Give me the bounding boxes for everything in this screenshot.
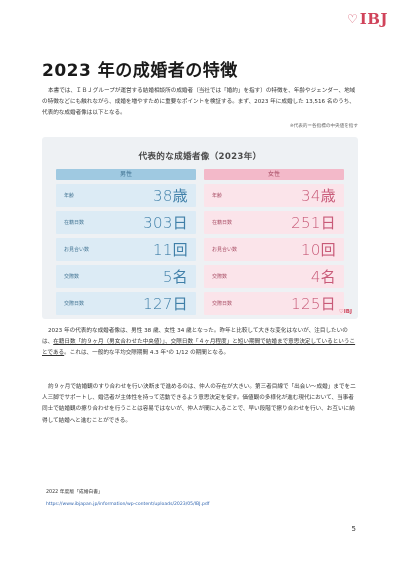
male-header: 男性 bbox=[56, 169, 196, 180]
row-value: 251日 bbox=[291, 214, 336, 232]
infographic-logo: ♡IBJ bbox=[338, 309, 352, 315]
row-label: 交際数 bbox=[64, 274, 80, 280]
row-value: 38歳 bbox=[153, 187, 188, 205]
analysis-paragraph: 2023 年の代表的な成婚者像は、男性 38 歳、女性 34 歳となった。昨年と… bbox=[42, 326, 358, 360]
analysis-text-2: 。これは、一般的な平均交際期間 4.3 年¹の 1/12 の期間となる。 bbox=[64, 350, 230, 357]
row-label: 交際日数 bbox=[64, 301, 85, 307]
male-row-age: 年齢 38歳 bbox=[56, 184, 196, 207]
row-label: 在籍日数 bbox=[212, 220, 233, 226]
heart-icon: ♡ bbox=[346, 12, 358, 26]
male-row-omiai-count: お見合い数 11回 bbox=[56, 238, 196, 261]
footnote-note: ※代表的＝各指標の中央値を指す bbox=[289, 124, 358, 129]
female-row-dating-days: 交際日数 125日 bbox=[204, 292, 344, 315]
analysis-text-1: 2023 年の代表的な成婚者像は、男性 38 歳、女性 34 歳となった。昨年と… bbox=[42, 328, 348, 346]
logo-text: IBJ bbox=[359, 10, 388, 28]
row-value: 11回 bbox=[153, 241, 188, 259]
source-citation: 2022 年度版「成婚白書」 bbox=[46, 490, 103, 495]
male-row-enrollment-days: 在籍日数 303日 bbox=[56, 211, 196, 234]
ibj-logo: ♡ IBJ bbox=[347, 10, 388, 28]
representative-profile-infographic: 代表的な成婚者像（2023年） 男性 年齢 38歳 在籍日数 303日 お見合い… bbox=[42, 137, 358, 319]
row-value: 125日 bbox=[291, 295, 336, 313]
infographic-title: 代表的な成婚者像（2023年） bbox=[138, 152, 262, 162]
page-number: 5 bbox=[351, 525, 356, 533]
row-label: 交際数 bbox=[212, 274, 228, 280]
row-label: 交際日数 bbox=[212, 301, 233, 307]
row-value: 127日 bbox=[143, 295, 188, 313]
female-header: 女性 bbox=[204, 169, 344, 180]
female-row-dating-count: 交際数 4名 bbox=[204, 265, 344, 288]
row-label: 在籍日数 bbox=[64, 220, 85, 226]
row-value: 5名 bbox=[162, 268, 188, 286]
row-label: お見合い数 bbox=[212, 247, 238, 253]
row-value: 303日 bbox=[143, 214, 188, 232]
row-label: 年齢 bbox=[64, 193, 75, 199]
row-value: 10回 bbox=[301, 241, 336, 259]
male-row-dating-days: 交際日数 127日 bbox=[56, 292, 196, 315]
intro-paragraph: 本書では、ＩＢＪグループが運営する結婚相談所の成婚者（当社では「婚約」を指す）の… bbox=[42, 88, 356, 117]
female-row-enrollment-days: 在籍日数 251日 bbox=[204, 211, 344, 234]
row-label: お見合い数 bbox=[64, 247, 90, 253]
row-value: 4名 bbox=[310, 268, 336, 286]
row-label: 年齢 bbox=[212, 193, 223, 199]
matchmaker-paragraph: 約９ヶ月で結婚観のすり合わせを行い決断まで進めるのは、仲人の存在が大きい。第三者… bbox=[42, 384, 356, 424]
female-row-omiai-count: お見合い数 10回 bbox=[204, 238, 344, 261]
source-link[interactable]: https://www.ibjapan.jp/information/wp-co… bbox=[46, 502, 210, 507]
male-column: 男性 年齢 38歳 在籍日数 303日 お見合い数 11回 交際数 5名 交際日… bbox=[56, 169, 196, 315]
male-row-dating-count: 交際数 5名 bbox=[56, 265, 196, 288]
female-row-age: 年齢 34歳 bbox=[204, 184, 344, 207]
female-column: 女性 年齢 34歳 在籍日数 251日 お見合い数 10回 交際数 4名 交際日… bbox=[204, 169, 344, 315]
page-title: 2023 年の成婚者の特徴 bbox=[42, 61, 238, 81]
analysis-highlight: 在籍日数「約９ヶ月（男女合わせた中央値）」、交際日数「４ヶ月程度」と短い期間で結… bbox=[42, 339, 356, 357]
row-value: 34歳 bbox=[301, 187, 336, 205]
